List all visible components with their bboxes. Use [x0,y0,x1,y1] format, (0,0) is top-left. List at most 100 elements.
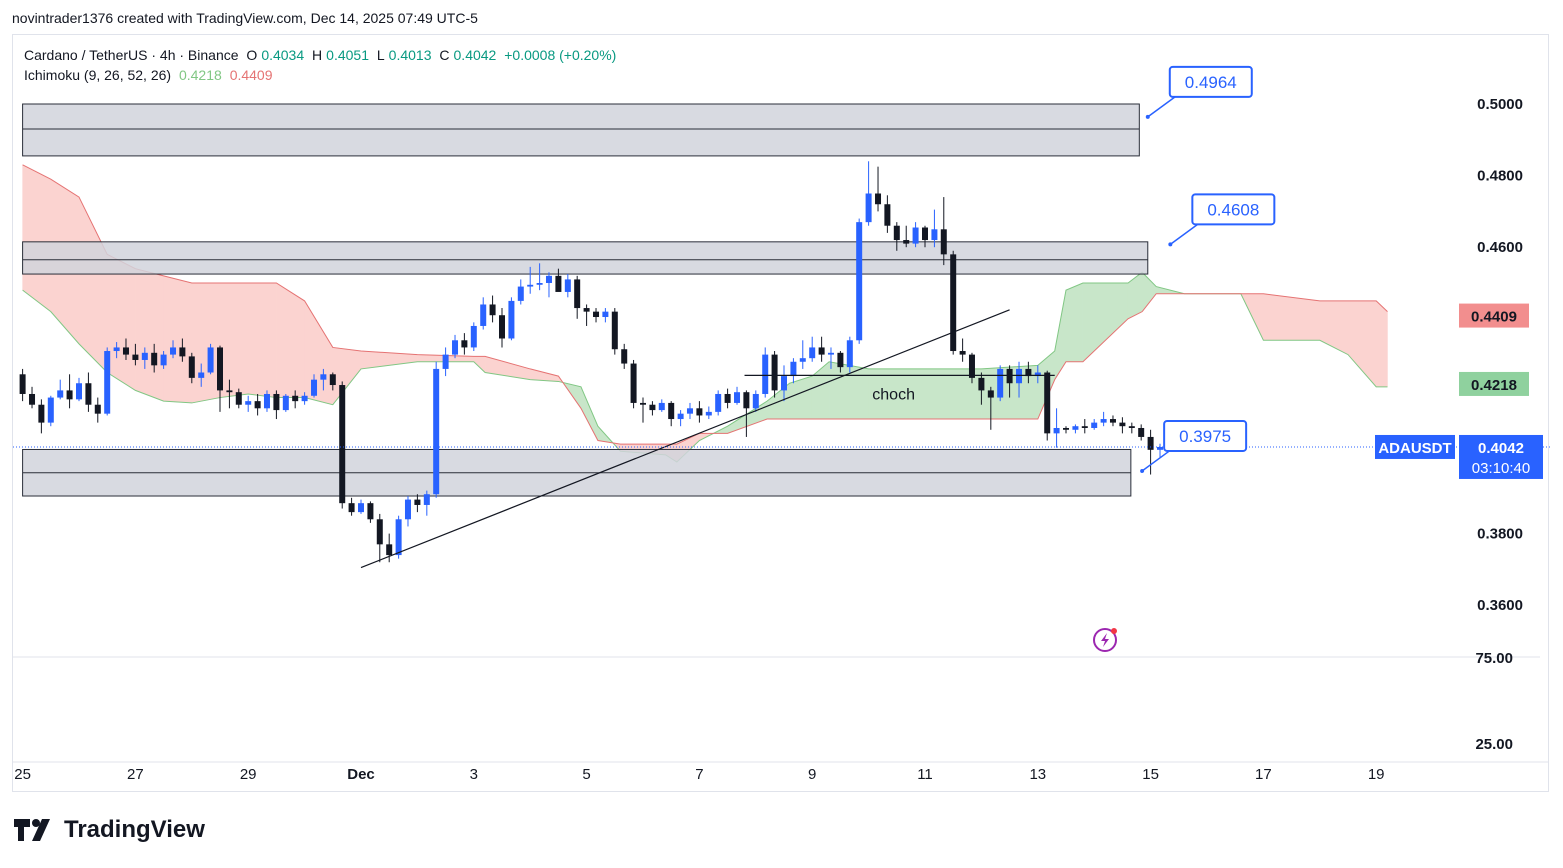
time-tick-label: Dec [347,766,375,783]
candle-body [113,347,120,352]
candle-body [442,354,449,369]
candle-body [404,499,411,520]
candle-body [686,408,693,414]
candle-body [978,377,985,391]
candle-body [470,325,477,348]
ichimoku-cloud-bearish [332,347,362,406]
target-callout-pointer-2 [1169,221,1217,245]
last-price-badge [1459,434,1543,479]
candle-body [781,376,787,391]
candle-body [217,347,223,391]
countdown-label: 03:10:40 [1472,460,1530,477]
candle-body [574,279,581,309]
ichimoku-cloud-bearish [1319,300,1349,356]
price-tick-label: 0.5000 [1477,96,1523,113]
candle-body [339,385,346,504]
trendline [360,309,1010,569]
chart-legend: Cardano / TetherUS · 4h · Binance O 0.403… [24,45,624,85]
candle-body [997,368,1004,398]
target-callout-pointer-3 [1141,448,1189,472]
legend-indicator-row: Ichimoku (9, 26, 52, 26) 0.4218 0.4409 [24,65,624,85]
candle-body [104,351,111,414]
legend-l-label: L [376,47,385,63]
candle-body [85,383,92,405]
ichimoku-cloud-bullish [1082,282,1129,363]
candle-body [809,347,816,359]
target-callout-box-2 [1191,193,1276,226]
candle-body [856,222,863,341]
ichimoku-cloud-bearish [106,253,136,391]
candle-body [57,390,64,398]
ichimoku-cloud-bearish [163,275,193,404]
tradingview-logo-icon [14,819,50,841]
legend-ohlc: O 0.4034 H 0.4051 L 0.4013 C 0.4042 +0.0008 … [246,47,620,63]
legend-open: 0.4034 [261,47,305,63]
legend-low: 0.4013 [388,47,432,63]
ichimoku-cloud-bearish [22,164,52,313]
candle-body [452,340,459,355]
candle-body [141,352,148,360]
legend-change: +0.0008 (+0.20%) [504,47,617,63]
candle-body [734,392,741,403]
candle-body [715,393,722,412]
time-tick-label: 17 [1255,766,1272,783]
time-tick-label: 29 [240,766,257,783]
legend-symbol[interactable]: Cardano / TetherUS · 4h · Binance [24,47,239,63]
candle-body [630,363,637,403]
candle-body [282,395,289,411]
candle-body [611,311,618,350]
candle-body [132,354,139,360]
candle-body [987,390,994,398]
candle-body [912,227,919,244]
candle-body [235,392,242,405]
ichimoku-cloud-bullish [828,361,869,420]
time-tick-label: 25 [14,766,31,783]
candle-body [1034,372,1041,377]
oscillator-tick-label: 75.00 [1475,650,1513,667]
candle-body [151,352,158,366]
tradingview-logo-text: TradingView [64,816,205,843]
symbol-badge-label: ADAUSDT [1378,440,1451,457]
ichimoku-cloud-bearish [78,196,108,374]
legend-indicator-name[interactable]: Ichimoku (9, 26, 52, 26) [24,67,172,83]
candle-body [348,503,355,513]
ichimoku-cloud-bullish [811,361,830,420]
legend-close: 0.4042 [453,47,497,63]
legend-o-label: O [246,47,258,63]
candle-body [245,401,252,405]
candle-body [423,494,430,505]
candle-body [367,503,374,520]
candle-body [226,390,233,393]
legend-h-label: H [312,47,323,63]
tradingview-logo[interactable]: TradingView [14,816,205,844]
target-callout-box-3 [1163,419,1248,452]
candle-body [1044,372,1051,434]
candle-body [517,286,524,301]
candle-body [1109,419,1116,423]
price-badge-label: 0.4218 [1471,377,1517,394]
candle-body [480,304,487,326]
target-point-2 [1168,242,1173,247]
time-tick-label: 19 [1368,766,1385,783]
candle-body [395,519,402,556]
candle-body [273,393,280,411]
target-point-3 [1140,468,1145,473]
candle-body [1091,422,1098,428]
candle-body [329,374,336,386]
candle-body [846,340,853,368]
time-tick-label: 11 [917,766,933,783]
candle-body [489,304,496,316]
candle-body [1072,426,1079,430]
candle-body [1063,427,1069,430]
legend-c-label: C [439,47,450,63]
candle-body [179,347,186,357]
price-badge [1459,303,1529,328]
candle-body [950,254,957,352]
target-callout-label-1: 0.4964 [1185,73,1237,92]
legend-ichimoku-a: 0.4218 [178,67,222,83]
chart-frame [12,34,1549,792]
candle-body [311,379,318,396]
candle-body [122,347,129,355]
candle-body [536,283,543,285]
